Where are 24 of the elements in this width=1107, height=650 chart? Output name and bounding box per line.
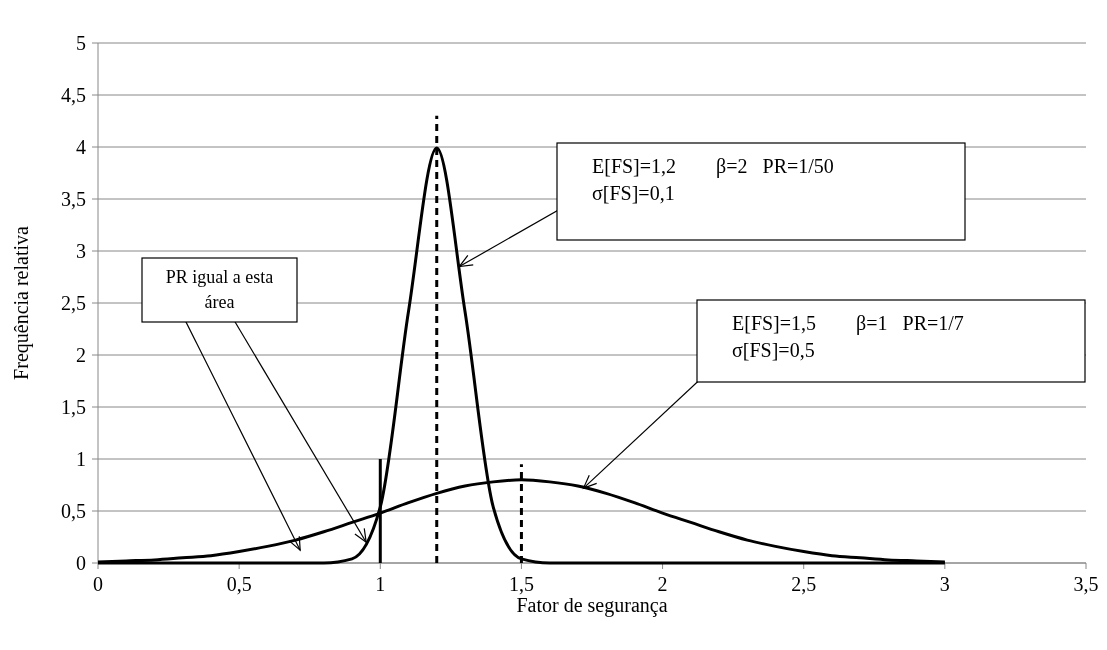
y-tick-label: 2,5 (61, 292, 86, 314)
y-tick-label: 2 (76, 344, 86, 366)
x-tick-label: 1,5 (508, 573, 534, 595)
y-tick-label: 0,5 (61, 500, 86, 522)
x-tick-label: 2 (657, 573, 668, 595)
annotation: PR igual a esta área (165, 267, 274, 312)
x-tick-label: 2,5 (791, 573, 817, 595)
annotation: E[FS]=1,5 β=1 PR=1/7 σ[FS]=0,5 (732, 312, 964, 361)
y-axis-title: Frequência relativa (10, 225, 33, 380)
x-tick-label: 3,5 (1073, 573, 1099, 595)
x-tick-label: 1 (375, 573, 386, 595)
x-tick-label: 3 (939, 573, 950, 595)
y-tick-label: 1 (76, 448, 86, 470)
x-axis-title: Fator de segurança (516, 594, 668, 617)
y-tick-label: 1,5 (61, 396, 86, 418)
y-tick-label: 0 (76, 552, 86, 574)
x-tick-label: 0,5 (226, 573, 252, 595)
y-tick-label: 4,5 (61, 84, 86, 106)
annotation: E[FS]=1,2 β=2 PR=1/50 σ[FS]=0,1 (592, 155, 834, 204)
x-tick-label: 0 (93, 573, 103, 595)
y-tick-label: 4 (76, 136, 86, 158)
y-tick-label: 3 (76, 240, 86, 262)
y-tick-label: 3,5 (61, 188, 86, 210)
y-tick-label: 5 (76, 32, 86, 54)
